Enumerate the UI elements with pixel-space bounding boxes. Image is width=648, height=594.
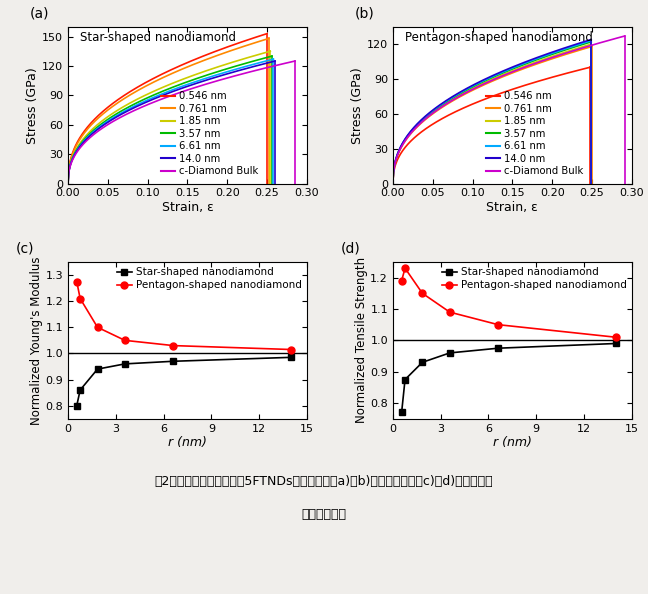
Legend: 0.546 nm, 0.761 nm, 1.85 nm, 3.57 nm, 6.61 nm, 14.0 nm, c-Diamond Bulk: 0.546 nm, 0.761 nm, 1.85 nm, 3.57 nm, 6.…	[486, 91, 584, 176]
Text: 寸的变化趋势: 寸的变化趋势	[301, 508, 347, 521]
Legend: 0.546 nm, 0.761 nm, 1.85 nm, 3.57 nm, 6.61 nm, 14.0 nm, c-Diamond Bulk: 0.546 nm, 0.761 nm, 1.85 nm, 3.57 nm, 6.…	[161, 91, 259, 176]
Y-axis label: Stress (GPa): Stress (GPa)	[27, 67, 40, 144]
Legend: Star-shaped nanodiamond, Pentagon-shaped nanodiamond: Star-shaped nanodiamond, Pentagon-shaped…	[117, 267, 302, 290]
Y-axis label: Normalized Tensile Strength: Normalized Tensile Strength	[354, 257, 367, 424]
Text: (d): (d)	[340, 242, 360, 255]
Text: Star-shaped nanodiamond: Star-shaped nanodiamond	[80, 31, 236, 45]
Y-axis label: Stress (GPa): Stress (GPa)	[351, 67, 364, 144]
X-axis label: Strain, ε: Strain, ε	[487, 201, 538, 214]
Text: (b): (b)	[354, 7, 375, 20]
X-axis label: Strain, ε: Strain, ε	[161, 201, 213, 214]
Text: 图2．五角星型及正五边形5FTNDs应力应变曲线a)及b)，以及杨氏模量c)叚d)随其径向尺: 图2．五角星型及正五边形5FTNDs应力应变曲线a)及b)，以及杨氏模量c)叚d…	[155, 475, 493, 488]
Legend: Star-shaped nanodiamond, Pentagon-shaped nanodiamond: Star-shaped nanodiamond, Pentagon-shaped…	[442, 267, 627, 290]
X-axis label: r (nm): r (nm)	[493, 437, 532, 450]
X-axis label: r (nm): r (nm)	[168, 437, 207, 450]
Text: (c): (c)	[16, 242, 34, 255]
Y-axis label: Normalized Young's Modulus: Normalized Young's Modulus	[30, 256, 43, 425]
Text: (a): (a)	[30, 7, 49, 20]
Text: Pentagon-shaped nanodiamond: Pentagon-shaped nanodiamond	[405, 31, 593, 45]
